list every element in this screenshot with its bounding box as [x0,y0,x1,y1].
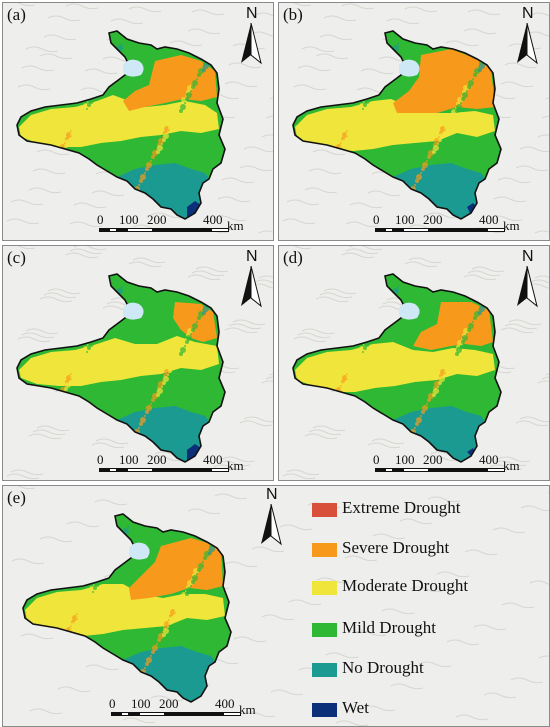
severe-drought-area [393,49,495,113]
legend-label: Wet [342,698,369,717]
north-letter: N [246,5,258,22]
north-arrow: N [515,248,545,308]
scale-tick-label: 100 [119,212,139,227]
severe-drought-area [129,538,223,600]
scale-unit: km [503,458,520,473]
region-boundary [292,273,502,463]
severe-drought-area [413,302,493,350]
scale-tick-label: 100 [131,696,151,711]
wet-area [187,444,201,460]
panel-label: (b) [283,5,303,24]
legend-swatch [312,543,337,557]
map-svg [279,3,549,234]
scale-tick-label: 0 [373,452,380,467]
lake [399,59,420,77]
scale-tick-label: 400 [215,696,235,711]
map-panel-e: (e) N 0 100 200 400 km [2,485,550,727]
scale-tick-label: 200 [159,696,179,711]
lake [129,542,150,560]
scale-bar: 0 100 200 400 km [373,212,523,240]
scale-bar: 0 100 200 400 km [373,452,523,480]
scale-tick-label: 0 [97,212,104,227]
north-arrow: N [515,5,545,65]
scale-unit: km [503,218,520,233]
north-arrow: N [239,5,269,65]
legend-label: Mild Drought [342,618,436,637]
legend-label: No Drought [342,658,424,677]
north-arrow: N [239,248,269,308]
lake [123,302,144,320]
scale-tick-label: 200 [147,452,167,467]
panel-label: (c) [7,248,26,267]
legend-swatch [312,623,337,637]
scale-tick-label: 0 [373,212,380,227]
north-letter: N [246,248,258,265]
scale-tick-label: 400 [203,452,223,467]
north-arrow-icon [517,266,538,308]
north-letter: N [522,5,534,22]
scale-bar: 0 100 200 400 km [109,696,259,726]
map-svg [3,3,273,234]
region-boundary [292,30,502,220]
lake [123,59,144,77]
panel-label: (e) [7,488,26,507]
scale-unit: km [227,458,244,473]
legend-swatch [312,663,337,677]
map-svg [3,486,549,726]
scale-tick-label: 100 [119,452,139,467]
panel-label: (d) [283,248,303,267]
legend-label: Severe Drought [342,538,450,557]
scale-tick-label: 100 [395,452,415,467]
scale-tick-label: 400 [479,452,499,467]
scale-tick-label: 400 [479,212,499,227]
legend-swatch [312,503,337,517]
legend-label: Moderate Drought [342,576,469,595]
legend-swatch [312,581,337,595]
map-panel-c: (c) N 0 100 200 400 km [2,245,274,481]
region-boundary [22,513,232,703]
scale-unit: km [227,218,244,233]
scale-tick-label: 200 [423,212,443,227]
scale-tick-label: 400 [203,212,223,227]
north-arrow: N [259,486,289,546]
legend-label: Extreme Drought [342,498,461,517]
severe-drought-area [123,55,217,111]
moderate-drought-area [19,336,219,386]
scale-bar: 0 100 200 400 km [97,212,247,240]
legend-swatch [312,703,337,717]
north-arrow-icon [241,266,262,308]
north-arrow-icon [517,23,538,65]
wet-area [187,201,201,217]
north-letter: N [522,248,534,265]
map-svg [3,246,273,480]
map-panel-d: (d) N 0 100 200 400 km [278,245,550,481]
map-panel-b: (b) N 0 100 200 400 km [278,2,550,241]
panel-label: (a) [7,5,26,24]
north-arrow-icon [241,23,262,65]
scale-tick-label: 100 [395,212,415,227]
scale-tick-label: 0 [109,696,116,711]
region-boundary [16,30,226,220]
scale-tick-label: 0 [97,452,104,467]
scale-bar: 0 100 200 400 km [97,452,247,480]
map-panel-a: (a) N 0 100 200 400 km [2,2,274,241]
scale-tick-label: 200 [423,452,443,467]
map-svg [279,246,549,480]
scale-unit: km [239,702,256,717]
scale-tick-label: 200 [147,212,167,227]
north-arrow-icon [261,504,282,546]
region-boundary [16,273,226,463]
north-letter: N [266,486,278,503]
lake [399,302,420,320]
